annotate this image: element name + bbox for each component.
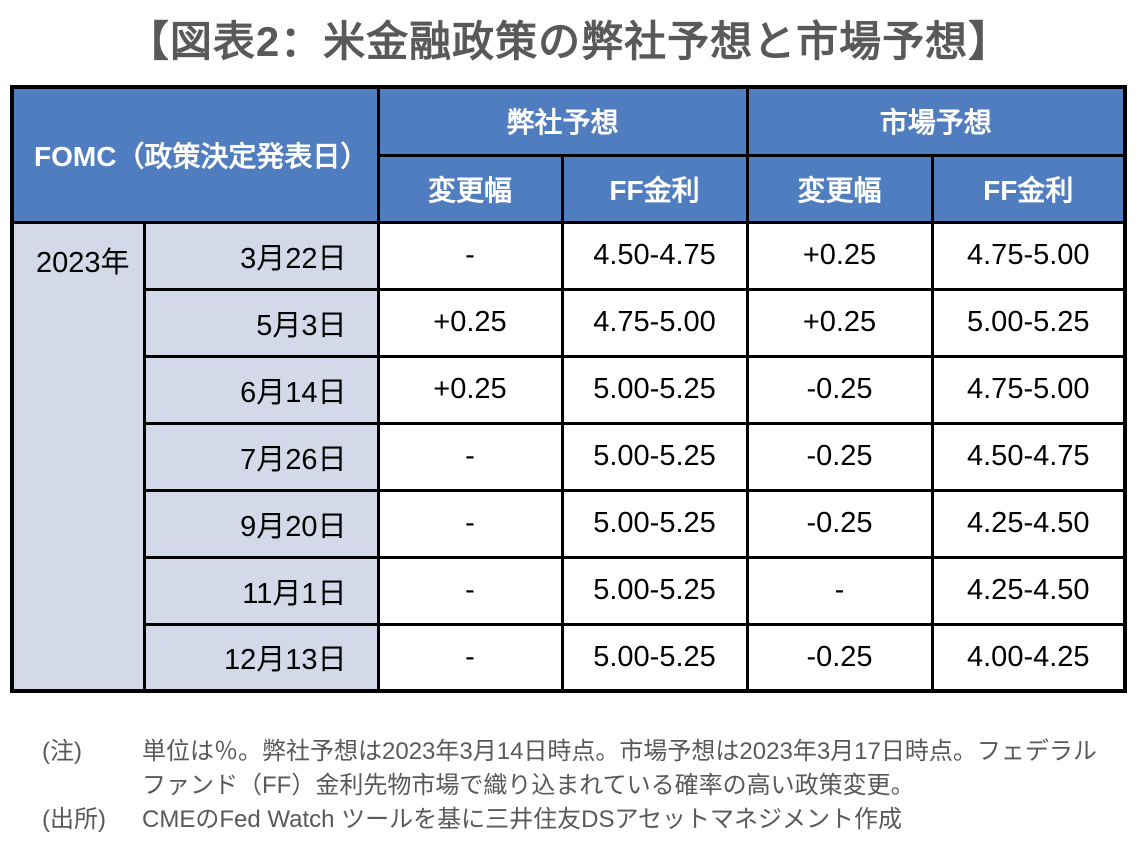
our-change-cell: +0.25: [376, 287, 564, 358]
year-cell: 2023年: [10, 220, 146, 693]
market-ff-rate-header: FF金利: [930, 153, 1127, 224]
market-ff-cell: 4.00-4.25: [930, 622, 1127, 693]
our-change-cell: -: [376, 421, 564, 492]
note-label: (注): [42, 738, 82, 765]
our-forecast-header: 弊社予想: [376, 85, 749, 157]
date-cell: 9月20日: [142, 488, 380, 559]
market-ff-cell: 4.75-5.00: [930, 220, 1127, 291]
table-row: 11月1日 - 5.00-5.25 - 4.25-4.50: [12, 555, 1127, 626]
date-cell: 5月3日: [142, 287, 380, 358]
market-change-cell: -0.25: [745, 488, 934, 559]
market-ff-cell: 4.25-4.50: [930, 555, 1127, 626]
our-change-cell: -: [376, 555, 564, 626]
market-change-cell: -0.25: [745, 622, 934, 693]
our-ff-cell: 4.75-5.00: [560, 287, 749, 358]
footnotes: (注) 単位は％。弊社予想は2023年3月14日時点。市場予想は2023年3月1…: [42, 735, 1138, 837]
table-row: 9月20日 - 5.00-5.25 -0.25 4.25-4.50: [12, 488, 1127, 559]
page-title: 【図表2：米金融政策の弊社予想と市場予想】: [126, 18, 1012, 65]
table-row: 6月14日 +0.25 5.00-5.25 -0.25 4.75-5.00: [12, 354, 1127, 425]
header-row-groups: FOMC（政策決定発表日） 弊社予想 市場予想: [10, 85, 1127, 224]
our-ff-cell: 4.50-4.75: [560, 220, 749, 291]
our-ff-cell: 5.00-5.25: [560, 555, 749, 626]
our-ff-cell: 5.00-5.25: [560, 354, 749, 425]
date-cell: 3月22日: [142, 220, 380, 291]
source-row: (出所) CMEのFed Watch ツールを基に三井住友DSアセットマネジメン…: [42, 803, 1138, 837]
market-ff-cell: 4.50-4.75: [930, 421, 1127, 492]
market-change-cell: -: [745, 555, 934, 626]
date-cell: 11月1日: [142, 555, 380, 626]
table-row: 12月13日 - 5.00-5.25 -0.25 4.00-4.25: [12, 622, 1127, 693]
date-cell: 6月14日: [142, 354, 380, 425]
table-row: 2023年 3月22日 - 4.50-4.75 +0.25 4.75-5.00: [10, 220, 1127, 693]
table-row: 5月3日 +0.25 4.75-5.00 +0.25 5.00-5.25: [12, 287, 1127, 358]
our-change-cell: +0.25: [376, 354, 564, 425]
date-cell: 12月13日: [142, 622, 380, 693]
market-ff-cell: 4.75-5.00: [930, 354, 1127, 425]
our-change-cell: -: [376, 622, 564, 693]
our-ff-cell: 5.00-5.25: [560, 622, 749, 693]
our-ff-rate-header: FF金利: [560, 153, 749, 224]
our-ff-cell: 5.00-5.25: [560, 488, 749, 559]
market-ff-cell: 4.25-4.50: [930, 488, 1127, 559]
our-ff-cell: 5.00-5.25: [560, 421, 749, 492]
fomc-header: FOMC（政策決定発表日）: [10, 85, 380, 224]
market-change-cell: +0.25: [745, 287, 934, 358]
date-cell: 7月26日: [142, 421, 380, 492]
market-change-header: 変更幅: [745, 153, 934, 224]
header-row-sub: 変更幅 FF金利 変更幅 FF金利: [12, 153, 1127, 224]
market-change-cell: +0.25: [745, 220, 934, 291]
note-text: 単位は％。弊社予想は2023年3月14日時点。市場予想は2023年3月17日時点…: [142, 738, 1097, 800]
market-change-cell: -0.25: [745, 421, 934, 492]
our-change-header: 変更幅: [376, 153, 564, 224]
our-change-cell: -: [376, 488, 564, 559]
table-row: 7月26日 - 5.00-5.25 -0.25 4.50-4.75: [12, 421, 1127, 492]
our-change-cell: -: [376, 220, 564, 291]
source-text: CMEのFed Watch ツールを基に三井住友DSアセットマネジメント作成: [142, 806, 903, 834]
market-change-cell: -0.25: [745, 354, 934, 425]
note-row: (注) 単位は％。弊社予想は2023年3月14日時点。市場予想は2023年3月1…: [42, 735, 1138, 803]
fomc-forecast-table: FOMC（政策決定発表日） 弊社予想 市場予想 変更幅 FF金利 変更幅 FF金…: [10, 85, 1128, 693]
market-ff-cell: 5.00-5.25: [930, 287, 1127, 358]
market-forecast-header: 市場予想: [745, 85, 1127, 157]
source-label: (出所): [42, 806, 106, 834]
